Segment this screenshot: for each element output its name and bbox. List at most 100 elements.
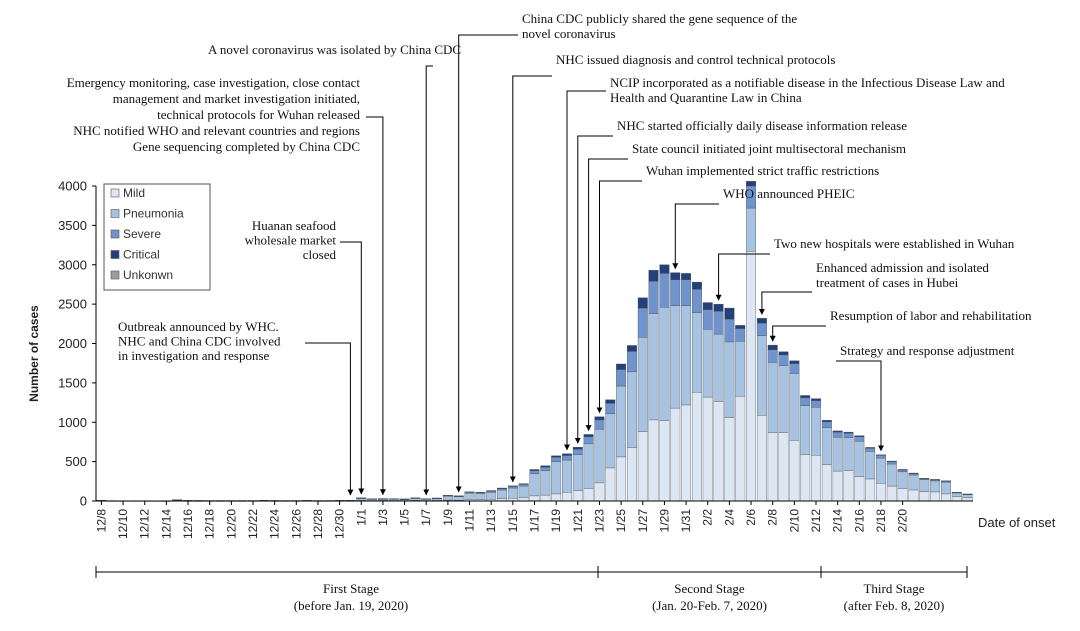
bar-segment-mild-2-15 [843, 470, 854, 502]
bar-segment-pneumonia-1-16 [518, 485, 529, 499]
x-tick-label: 12/28 [311, 509, 325, 539]
annotation-leader-arrow [455, 34, 518, 493]
bar-segment-critical-2-16 [854, 435, 865, 437]
x-tick-label: 2/20 [896, 509, 910, 533]
bar-segment-mild-1-31 [681, 404, 692, 502]
x-tick-label: 12/24 [268, 509, 282, 539]
x-tick-label: 12/10 [116, 509, 130, 539]
bar-segment-pneumonia-1-18 [540, 470, 551, 496]
bar-segment-severe-1-17 [529, 470, 540, 475]
annotation-1-3: Emergency monitoring, case investigation… [67, 75, 386, 496]
legend: Mild Pneumonia Severe Critical Unkonwn [103, 183, 211, 291]
bar-segment-critical-2-18 [876, 454, 886, 456]
annotation-2-8: Resumption of labor and rehabilitation [769, 308, 1032, 342]
annotation-leader-arrow [836, 360, 884, 452]
bar-segment-pneumonia-2-6 [746, 207, 756, 252]
bar-segment-pneumonia-2-12 [811, 407, 821, 456]
bar-segment-mild-2-25 [951, 496, 962, 502]
x-tick-label: 12/8 [94, 509, 108, 533]
bar-segment-critical-1-13 [486, 490, 497, 492]
stages-layer: First Stage (before Jan. 19, 2020) Second … [95, 566, 968, 613]
bar-segment-critical-1-15 [507, 485, 518, 487]
bar-segment-mild-2-3 [713, 401, 724, 502]
bar-segment-pneumonia-1-31 [681, 305, 692, 406]
annotation-1-30: WHO announced PHEIC [672, 186, 854, 270]
x-tick-label: 1/13 [484, 509, 498, 533]
annotation-text: novel coronavirus [522, 26, 616, 41]
annotation-2-18: Strategy and response adjustment [836, 343, 1015, 452]
bar-segment-severe-2-15 [843, 433, 854, 438]
bar-segment-mild-2-17 [865, 478, 876, 502]
x-tick-label: 12/12 [138, 509, 152, 539]
bar-segment-severe-2-9 [778, 354, 789, 366]
x-tick-label: 2/8 [766, 509, 780, 526]
bar-segment-mild-1-17 [529, 495, 540, 502]
bar-segment-critical-1-11 [464, 491, 475, 493]
bar-segment-pneumonia-2-16 [854, 440, 865, 477]
bar-segment-critical-2-22 [919, 478, 930, 480]
x-tick-label: 1/3 [376, 509, 390, 526]
annotation-text: NHC issued diagnosis and control technic… [556, 52, 835, 67]
bar-segment-pneumonia-2-17 [865, 451, 876, 480]
x-tick-label: 1/31 [679, 509, 693, 533]
bar-segment-severe-1-23 [594, 419, 605, 430]
bar-segment-pneumonia-2-20 [897, 471, 908, 489]
bar-segment-pneumonia-1-12 [475, 493, 486, 500]
bar-segment-pneumonia-1-9 [442, 495, 453, 501]
bar-segment-critical-1-26 [627, 345, 637, 352]
bar-segment-critical-2-2 [702, 302, 713, 310]
annotation-text: in investigation and response [118, 348, 270, 363]
bar-segment-critical-1-9 [442, 495, 453, 497]
bar-segment-severe-1-18 [540, 466, 551, 471]
bar-segment-severe-1-21 [572, 449, 583, 455]
bar-segment-mild-2-2 [702, 396, 713, 502]
bar-segment-mild-2-4 [724, 417, 735, 502]
bar-segment-critical-2-19 [886, 460, 897, 462]
bar-segment-severe-1-29 [659, 273, 670, 308]
bar-segment-pneumonia-2-14 [832, 437, 843, 472]
annotation-text: Gene sequencing completed by China CDC [133, 139, 360, 154]
bar-segment-mild-2-23 [930, 491, 941, 502]
bar-segment-mild-1-26 [627, 447, 637, 502]
y-tick-label: 1500 [58, 375, 87, 390]
bar-segment-mild-2-9 [778, 432, 789, 502]
bar-segment-mild-1-24 [605, 467, 616, 502]
bar-segment-pneumonia-2-3 [713, 333, 724, 402]
bar-segment-critical-1-1 [356, 497, 367, 499]
bar-segment-mild-2-12 [811, 455, 821, 502]
x-tick-label: 12/20 [224, 509, 238, 539]
y-tick-label: 500 [65, 454, 87, 469]
legend-label-mild: Mild [123, 186, 145, 200]
bar-segment-severe-1-20 [562, 455, 572, 461]
bar-segment-pneumonia-2-4 [724, 341, 735, 418]
bar-segment-severe-1-26 [627, 351, 637, 373]
annotation-text: wholesale market [245, 233, 337, 248]
annotation-leader-arrow [564, 90, 606, 451]
x-tick-label: 2/14 [831, 509, 845, 533]
y-tick-label: 1000 [58, 415, 87, 430]
annotation-leader-arrow [672, 203, 719, 270]
bar-segment-critical-2-6 [746, 181, 756, 187]
legend-swatch-mild [110, 188, 120, 198]
bar-segment-pneumonia-2-10 [789, 373, 800, 441]
bar-segment-pneumonia-2-18 [876, 457, 886, 484]
annotation-1-21: NHC started officially daily disease inf… [574, 118, 907, 444]
bar-segment-severe-2-12 [811, 400, 821, 408]
bar-segment-critical-2-17 [865, 447, 876, 449]
x-tick-label: 12/18 [203, 509, 217, 539]
bar-segment-critical-2-12 [811, 398, 821, 401]
bar-segment-severe-2-2 [702, 309, 713, 330]
bar-segment-pneumonia-2-7 [756, 335, 767, 416]
bar-segment-critical-1-12 [475, 492, 486, 493]
y-tick-label: 0 [80, 494, 87, 509]
bar-segment-severe-2-10 [789, 363, 800, 374]
bar-segment-mild-2-6 [746, 251, 756, 502]
x-tick-label: 1/9 [441, 509, 455, 526]
bar-segment-severe-1-22 [583, 436, 594, 444]
bar-segment-critical-2-25 [951, 492, 962, 494]
bar-segment-critical-2-7 [756, 318, 767, 324]
bar-segment-critical-2-23 [930, 479, 941, 481]
bar-segment-critical-1-30 [670, 272, 681, 280]
